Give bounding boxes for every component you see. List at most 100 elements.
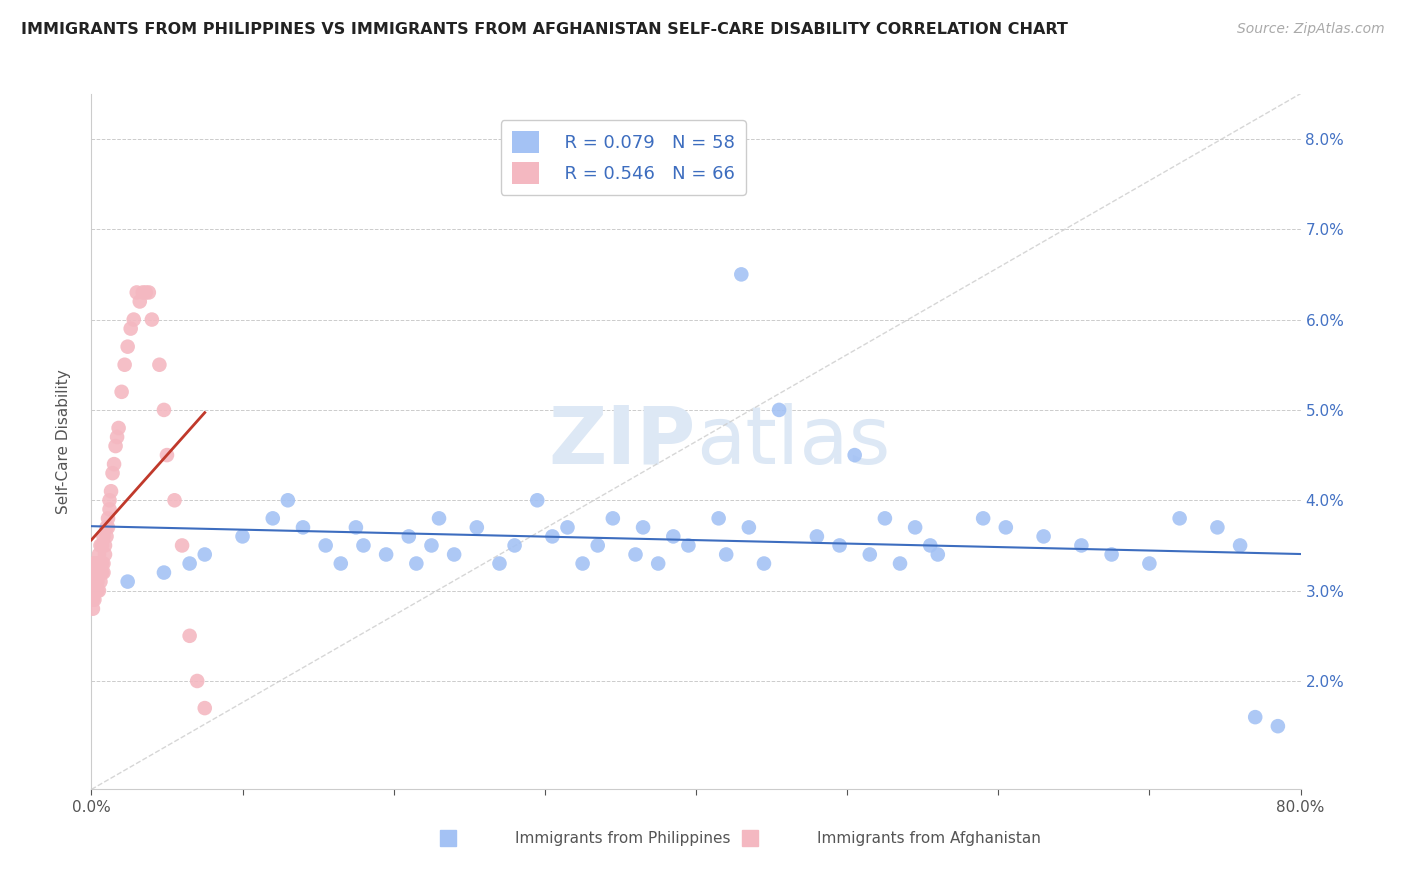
- Legend:   R = 0.079   N = 58,   R = 0.546   N = 66: R = 0.079 N = 58, R = 0.546 N = 66: [501, 120, 747, 194]
- Point: [186, 673, 208, 688]
- Point: [89, 538, 111, 552]
- Point: [93, 529, 115, 543]
- Point: [315, 538, 337, 552]
- Point: [83, 566, 105, 580]
- Point: [488, 557, 510, 571]
- Point: [920, 538, 942, 552]
- Text: Immigrants from Philippines: Immigrants from Philippines: [515, 830, 730, 846]
- Point: [1139, 557, 1161, 571]
- Point: [329, 557, 352, 571]
- Point: [194, 548, 217, 562]
- Point: [87, 557, 110, 571]
- Point: [678, 538, 700, 552]
- Point: [503, 538, 526, 552]
- Point: [427, 511, 450, 525]
- Point: [398, 529, 420, 543]
- Point: [465, 520, 488, 534]
- Point: [231, 529, 253, 543]
- Point: [135, 285, 157, 300]
- Point: [91, 557, 114, 571]
- Point: [87, 548, 110, 562]
- Point: [103, 457, 125, 471]
- Point: [83, 583, 105, 598]
- Point: [828, 538, 851, 552]
- Point: [89, 566, 111, 580]
- Point: [1229, 538, 1251, 552]
- Point: [1168, 511, 1191, 525]
- Point: [117, 574, 139, 589]
- Point: [1101, 548, 1123, 562]
- Point: [153, 403, 176, 417]
- Point: [86, 566, 108, 580]
- Point: [83, 574, 105, 589]
- Point: [541, 529, 564, 543]
- Point: [94, 548, 117, 562]
- Point: [100, 484, 122, 499]
- Point: [602, 511, 624, 525]
- Point: [405, 557, 427, 571]
- Point: [1070, 538, 1092, 552]
- Point: [844, 448, 866, 462]
- Point: [904, 520, 927, 534]
- Point: [768, 403, 790, 417]
- Point: [83, 592, 105, 607]
- Point: [86, 557, 108, 571]
- Point: [82, 566, 104, 580]
- Point: [927, 548, 949, 562]
- Point: [82, 557, 104, 571]
- Point: [179, 557, 201, 571]
- Point: [571, 557, 593, 571]
- Point: [994, 520, 1017, 534]
- Point: [141, 312, 163, 326]
- Point: [262, 511, 284, 525]
- Point: [624, 548, 647, 562]
- Text: IMMIGRANTS FROM PHILIPPINES VS IMMIGRANTS FROM AFGHANISTAN SELF-CARE DISABILITY : IMMIGRANTS FROM PHILIPPINES VS IMMIGRANT…: [21, 22, 1069, 37]
- Point: [98, 493, 121, 508]
- Point: [132, 285, 155, 300]
- Point: [277, 493, 299, 508]
- Point: [94, 538, 117, 552]
- Y-axis label: Self-Care Disability: Self-Care Disability: [56, 369, 70, 514]
- Point: [107, 421, 129, 435]
- Point: [87, 566, 110, 580]
- Point: [96, 520, 118, 534]
- Point: [1267, 719, 1289, 733]
- Point: [98, 502, 121, 516]
- Point: [82, 601, 104, 615]
- Point: [128, 294, 150, 309]
- Point: [93, 557, 115, 571]
- Point: [82, 583, 104, 598]
- Point: [101, 466, 124, 480]
- Point: [84, 583, 107, 598]
- Point: [153, 566, 176, 580]
- Point: [375, 548, 398, 562]
- Point: [89, 574, 111, 589]
- Point: [526, 493, 548, 508]
- Point: [972, 511, 994, 525]
- Point: [662, 529, 685, 543]
- Point: [122, 312, 145, 326]
- Point: [117, 340, 139, 354]
- Point: [114, 358, 136, 372]
- Point: [172, 538, 194, 552]
- Point: [86, 574, 108, 589]
- Point: [91, 538, 114, 552]
- Point: [443, 548, 465, 562]
- Text: Source: ZipAtlas.com: Source: ZipAtlas.com: [1237, 22, 1385, 37]
- Point: [156, 448, 179, 462]
- Point: [104, 439, 127, 453]
- Point: [83, 557, 105, 571]
- Point: [1244, 710, 1267, 724]
- Point: [163, 493, 186, 508]
- Point: [111, 384, 132, 399]
- Point: [84, 574, 107, 589]
- Point: [125, 285, 148, 300]
- Point: [647, 557, 669, 571]
- Point: [105, 430, 128, 444]
- Point: [84, 557, 107, 571]
- Point: [1206, 520, 1229, 534]
- Point: [93, 566, 115, 580]
- Point: [148, 358, 170, 372]
- Point: [84, 566, 107, 580]
- Point: [631, 520, 654, 534]
